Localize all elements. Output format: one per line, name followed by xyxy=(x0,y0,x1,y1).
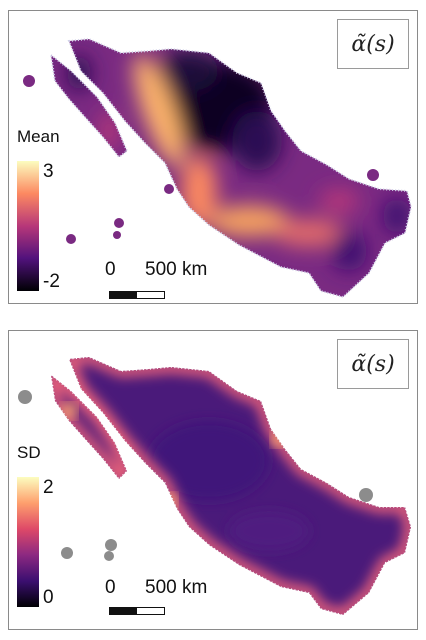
island xyxy=(113,231,121,239)
sd-map-panel: α̃(s) SD 2 0 0 500 km xyxy=(8,330,418,630)
legend-color-bar xyxy=(17,477,39,607)
legend-max-label: 3 xyxy=(43,161,54,182)
sd-map xyxy=(18,356,412,616)
island xyxy=(61,547,73,559)
legend-max-label: 2 xyxy=(43,477,54,498)
island xyxy=(367,169,379,181)
island xyxy=(164,184,174,194)
map-title: α̃(s) xyxy=(337,19,409,69)
map-title: α̃(s) xyxy=(337,339,409,389)
scale-distance-label: 500 km xyxy=(145,259,208,280)
scale-bar xyxy=(109,607,165,615)
legend-color-bar xyxy=(17,161,39,291)
legend-title: Mean xyxy=(17,127,60,146)
scale-zero-label: 0 xyxy=(105,577,116,598)
mean-map-panel: α̃(s) Mean 3 -2 0 500 km xyxy=(8,10,418,304)
island xyxy=(359,488,373,502)
legend-min-label: -2 xyxy=(43,271,60,292)
island xyxy=(104,551,114,561)
island xyxy=(105,539,117,551)
island xyxy=(18,390,32,404)
legend-title: SD xyxy=(17,443,41,462)
mean-map xyxy=(23,38,412,298)
island xyxy=(23,75,35,87)
scale-distance-label: 500 km xyxy=(145,577,208,598)
scale-bar xyxy=(109,291,165,299)
island xyxy=(66,234,76,244)
island xyxy=(114,218,124,228)
legend-min-label: 0 xyxy=(43,587,54,608)
scale-zero-label: 0 xyxy=(105,259,116,280)
